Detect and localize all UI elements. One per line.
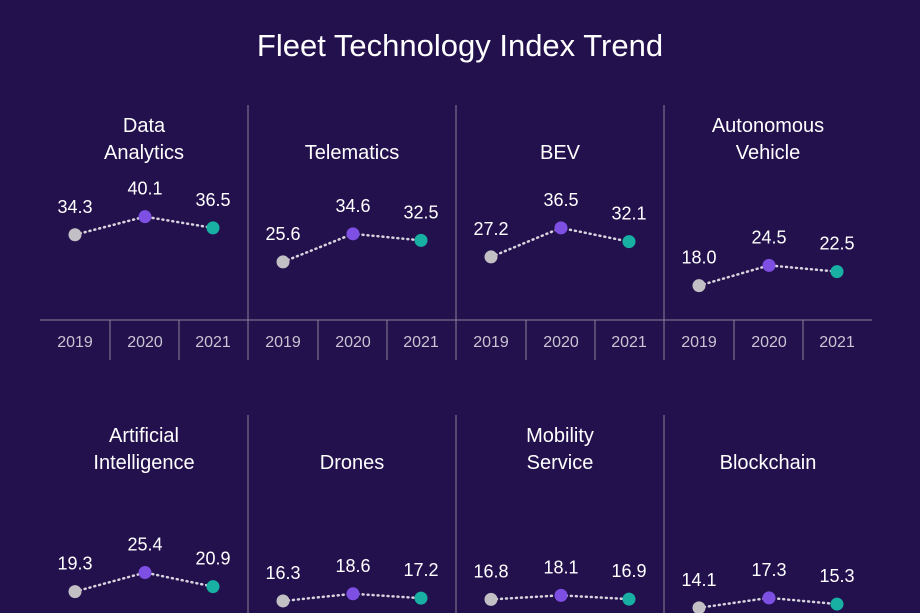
data-point [554,221,568,235]
value-label: 20.9 [195,549,230,569]
x-tick-label: 2020 [543,334,579,351]
data-point [622,235,636,249]
data-point [138,210,152,224]
data-point [276,255,290,269]
data-point [762,591,776,605]
trend-line [73,571,215,593]
value-label: 34.3 [57,197,92,217]
data-point [206,221,220,235]
panel-title: Telematics [304,142,400,164]
x-tick-label: 2021 [611,334,647,351]
x-tick-label: 2021 [403,334,439,351]
value-label: 14.1 [681,570,716,590]
value-label: 18.0 [681,248,716,268]
x-tick-label: 2020 [335,334,371,351]
x-tick-label: 2019 [473,334,509,351]
value-label: 27.2 [473,219,508,239]
data-point [830,597,844,611]
trend-line [697,264,839,287]
value-label: 32.1 [611,204,646,224]
panel-title: BEV [539,142,581,164]
value-label: 16.9 [611,561,646,581]
value-label: 17.3 [751,560,786,580]
value-label: 24.5 [751,227,786,247]
x-tick-label: 2019 [265,334,301,351]
x-tick-label: 2021 [195,334,231,351]
value-label: 25.4 [127,535,162,555]
data-point [414,591,428,605]
panel-title: Autonomous Vehicle [711,115,825,164]
x-tick-label: 2020 [127,334,163,351]
value-label: 18.1 [543,557,578,577]
value-label: 17.2 [403,560,438,580]
data-point [414,233,428,247]
data-point [830,265,844,279]
value-label: 36.5 [195,190,230,210]
data-point [484,250,498,264]
panel-title: Blockchain [719,452,817,474]
data-point [554,588,568,602]
data-point [346,227,360,241]
value-label: 16.8 [473,561,508,581]
x-tick-label: 2021 [819,334,855,351]
trend-line [73,215,215,237]
value-label: 15.3 [819,566,854,586]
data-point [692,601,706,613]
value-label: 34.6 [335,196,370,216]
panel-title: Artificial Intelligence [93,425,195,474]
value-label: 36.5 [543,190,578,210]
value-label: 18.6 [335,556,370,576]
data-point [346,587,360,601]
data-point [484,592,498,606]
data-point [206,580,220,594]
x-tick-label: 2019 [681,334,717,351]
data-point [68,228,82,242]
value-label: 22.5 [819,234,854,254]
data-point [276,594,290,608]
value-label: 19.3 [57,554,92,574]
x-tick-label: 2020 [751,334,787,351]
data-point [138,566,152,580]
x-tick-label: 2019 [57,334,93,351]
value-label: 40.1 [127,179,162,199]
data-point [762,258,776,272]
panel-title: Data Analytics [103,115,185,164]
panel-title: Mobility Service [526,425,594,474]
panel-title: Drones [319,452,385,474]
data-point [68,585,82,599]
chart-title: Fleet Technology Index Trend [256,28,664,63]
value-label: 16.3 [265,563,300,583]
value-label: 25.6 [265,224,300,244]
data-point [622,592,636,606]
value-label: 32.5 [403,202,438,222]
data-point [692,279,706,293]
